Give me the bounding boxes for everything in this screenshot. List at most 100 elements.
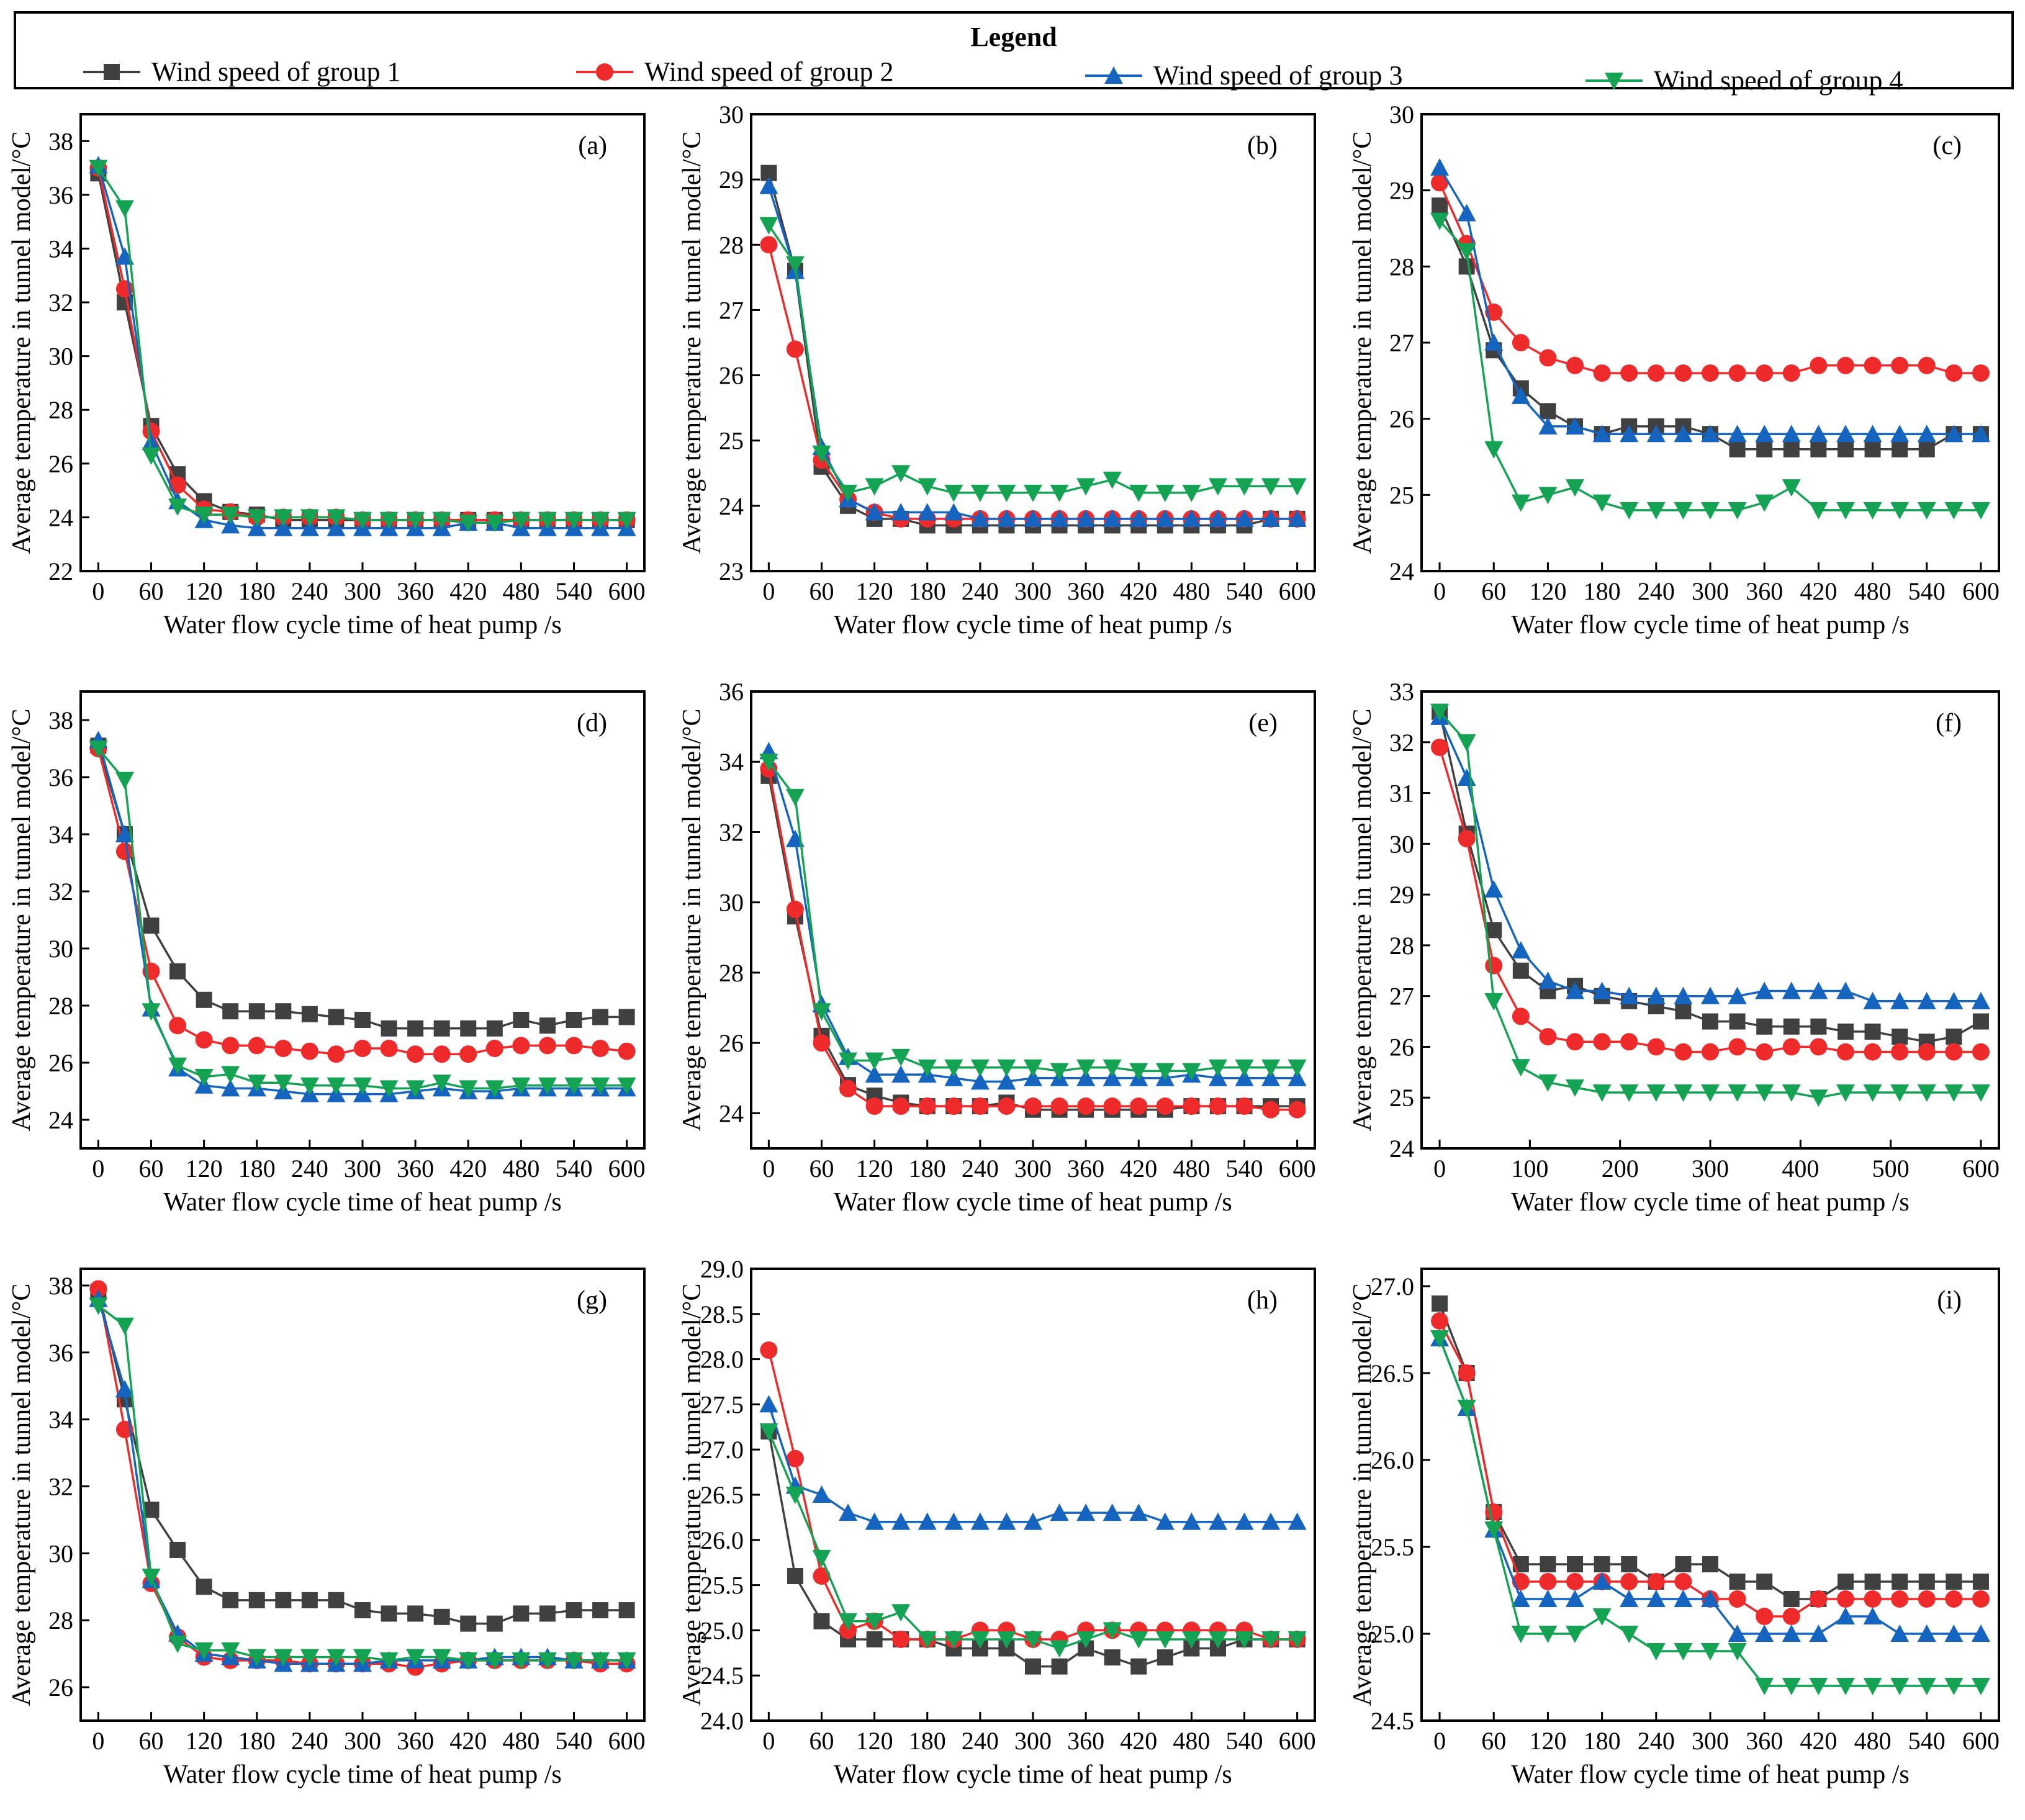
data-point-group-1 (275, 1003, 292, 1020)
data-point-group-2 (1674, 1043, 1692, 1061)
data-point-group-4 (379, 1080, 399, 1098)
series-group-4 (1430, 212, 1990, 520)
y-tick-label: 28 (48, 396, 73, 424)
data-point-group-2 (1782, 1608, 1800, 1625)
data-point-group-4 (1261, 1059, 1281, 1077)
data-point-group-2 (1836, 1590, 1854, 1608)
legend-item-group-4: Wind speed of group 4 (1583, 65, 1903, 96)
y-tick-label: 26.5 (1371, 1359, 1414, 1387)
x-tick-label: 420 (449, 1155, 487, 1183)
data-point-group-2 (1288, 1101, 1306, 1119)
data-point-group-4 (1863, 502, 1882, 520)
data-point-group-4 (1430, 212, 1450, 230)
data-point-group-3 (1511, 941, 1530, 959)
plot-frame (79, 113, 646, 572)
series-line-group-1 (97, 1292, 627, 1625)
data-point-group-1 (1729, 1013, 1746, 1030)
x-tick-label: 240 (962, 1727, 999, 1755)
chart-panel-g: 26 28 30 32 34 36 38 0 60 120 180 240 300 360 420 480 54… (0, 1248, 670, 1820)
y-tick-label: 27.5 (700, 1390, 744, 1418)
data-point-group-1 (486, 1615, 503, 1632)
data-point-group-3 (1809, 981, 1828, 999)
data-point-group-4 (221, 1642, 240, 1660)
data-point-group-4 (1674, 1643, 1693, 1660)
x-tick-label: 100 (1511, 1155, 1548, 1183)
series-group-4 (89, 741, 636, 1098)
data-point-group-3 (1511, 386, 1530, 404)
series-group-3 (1430, 707, 1990, 1009)
data-point-group-1 (143, 1502, 160, 1518)
data-point-group-1 (1892, 1029, 1908, 1045)
y-tick-label: 28 (48, 992, 73, 1020)
data-point-group-2 (1262, 1101, 1280, 1119)
y-tick-label: 26 (1389, 405, 1414, 433)
data-point-group-1 (460, 1615, 477, 1632)
data-point-group-2 (1782, 364, 1800, 382)
data-point-group-4 (1917, 1678, 1936, 1695)
data-point-group-3 (865, 503, 884, 521)
x-tick-label: 540 (1226, 1727, 1263, 1755)
y-tick-label: 29 (1389, 177, 1414, 205)
x-tick-label: 120 (1529, 577, 1566, 605)
data-point-group-4 (970, 1059, 990, 1077)
data-point-group-2 (839, 1079, 857, 1097)
data-point-group-2 (813, 1034, 831, 1052)
data-point-group-1 (222, 1592, 239, 1608)
data-point-group-4 (168, 498, 187, 516)
data-point-group-4 (459, 1652, 478, 1670)
series-group-4 (89, 1297, 636, 1670)
data-point-group-3 (1129, 1503, 1148, 1521)
data-point-group-4 (759, 217, 778, 235)
data-point-group-4 (221, 1066, 240, 1084)
data-point-group-2 (1702, 364, 1719, 382)
y-axis-label: Average temperature in tunnel model/°C (1348, 132, 1377, 554)
data-point-group-1 (1972, 1013, 1989, 1030)
data-point-group-4 (168, 1635, 187, 1653)
data-point-group-1 (1157, 1649, 1173, 1666)
data-point-group-2 (786, 1449, 804, 1467)
data-point-group-2 (1918, 356, 1936, 374)
data-point-group-4 (1430, 1330, 1450, 1348)
y-tick-label: 38 (48, 706, 73, 734)
data-point-group-3 (1971, 425, 1990, 443)
x-tick-label: 540 (556, 1155, 593, 1183)
data-point-group-4 (327, 509, 346, 527)
data-point-group-2 (1728, 364, 1746, 382)
x-tick-label: 480 (1173, 1155, 1210, 1183)
y-tick-label: 30 (48, 343, 73, 371)
data-point-group-4 (1701, 502, 1720, 520)
series-line-group-3 (1438, 716, 1981, 1002)
data-point-group-4 (1592, 1084, 1612, 1102)
data-point-group-2 (115, 842, 133, 860)
data-point-group-4 (564, 1077, 584, 1095)
y-tick-label: 34 (719, 748, 744, 776)
data-point-group-4 (327, 1649, 346, 1667)
y-tick-label: 29 (719, 166, 744, 194)
data-point-group-3 (1050, 1503, 1069, 1521)
data-point-group-4 (512, 1077, 531, 1095)
x-tick-label: 600 (1962, 1727, 2000, 1755)
y-tick-label: 24 (48, 1106, 73, 1134)
data-point-group-4 (1129, 1063, 1148, 1081)
y-tick-label: 31 (1389, 780, 1414, 808)
y-tick-label: 28 (719, 231, 744, 259)
data-point-group-4 (1782, 479, 1801, 497)
data-point-group-2 (1156, 1097, 1174, 1115)
data-point-group-2 (538, 1037, 556, 1055)
series-line-group-2 (767, 244, 1297, 520)
data-point-group-3 (221, 516, 240, 534)
data-point-group-4 (1511, 494, 1530, 512)
data-point-group-3 (1890, 425, 1910, 443)
data-point-group-1 (1918, 1574, 1935, 1590)
y-tick-label: 24.5 (1371, 1707, 1414, 1735)
x-tick-label: 300 (344, 1155, 381, 1183)
x-tick-label: 480 (502, 1727, 539, 1755)
data-point-group-2 (327, 1045, 345, 1063)
data-point-group-3 (142, 433, 161, 451)
data-point-group-3 (1917, 1624, 1936, 1642)
y-tick-label: 38 (48, 1272, 73, 1300)
data-point-group-3 (1076, 1503, 1096, 1521)
data-point-group-2 (195, 1031, 213, 1049)
x-axis-label: Water flow cycle time of heat pump /s (834, 1188, 1232, 1217)
data-point-group-3 (1235, 1068, 1254, 1086)
